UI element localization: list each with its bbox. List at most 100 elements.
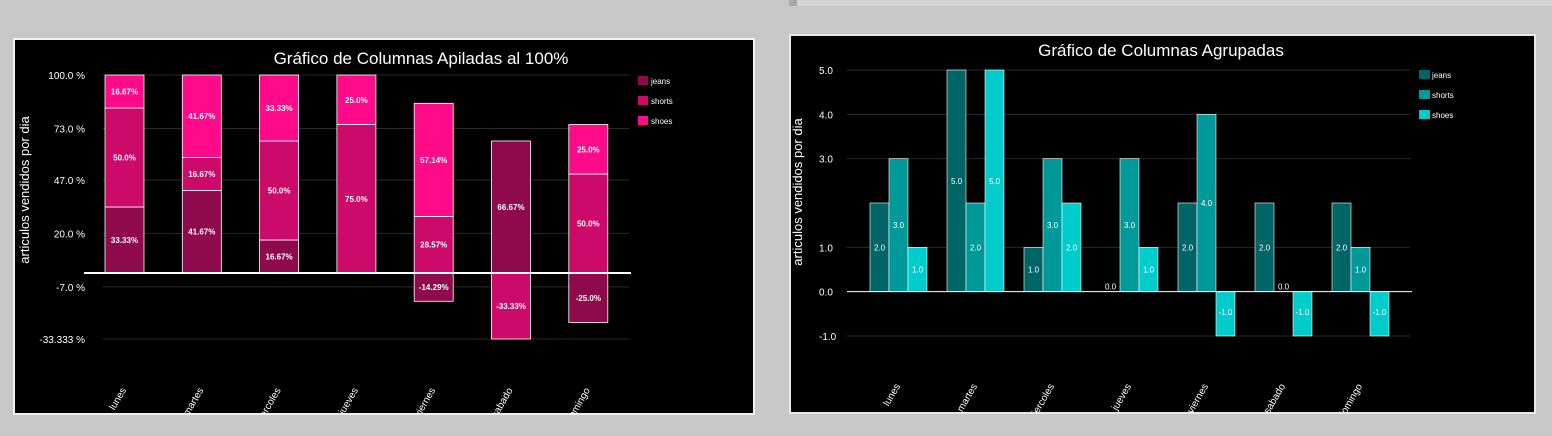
data-label: 3.0 — [893, 221, 905, 230]
stacked-chart: Gráfico de Columnas Apiladas al 100% art… — [17, 49, 673, 413]
data-label: 3.0 — [1124, 221, 1136, 230]
legend-swatch-shorts — [1419, 90, 1430, 99]
data-label: 1.0 — [1143, 266, 1155, 275]
top-strip — [789, 0, 1552, 6]
data-label: 2.0 — [1182, 243, 1194, 252]
data-label: 66.67% — [497, 203, 524, 212]
legend-label-shoes: shoes — [1432, 111, 1453, 120]
bar-shorts-sabado — [491, 272, 531, 340]
data-label: -1.0 — [1219, 308, 1233, 317]
y-tick-label: 20.0 % — [54, 229, 85, 240]
y-axis-label: articulos vendidos por dia — [791, 118, 805, 266]
y-tick-label: 3.0 — [819, 155, 833, 166]
data-label: 2.0 — [970, 243, 982, 252]
legend-label-shorts: shorts — [1432, 91, 1454, 100]
legend-label-shoes: shoes — [651, 117, 672, 126]
data-label: 50.0% — [268, 186, 291, 195]
y-tick-label: 100.0 % — [48, 71, 85, 82]
y-tick-label: 1.0 — [819, 243, 833, 254]
data-label: -14.29% — [419, 283, 449, 292]
legend-swatch-jeans — [638, 76, 648, 85]
data-label: 2.0 — [1336, 243, 1348, 252]
data-label: -1.0 — [1296, 308, 1310, 317]
data-label: 2.0 — [1066, 243, 1078, 252]
data-label: 41.67% — [188, 228, 215, 237]
bar-shoes-viernes — [413, 102, 454, 217]
bar-jeans-miercoles — [259, 239, 300, 274]
data-label: 4.0 — [1201, 199, 1213, 208]
y-tick-label: 47.0 % — [54, 176, 85, 187]
data-label: 57.14% — [420, 156, 447, 165]
legend-swatch-jeans — [1419, 70, 1430, 79]
legend-label-shorts: shorts — [651, 97, 673, 106]
data-label: 25.0% — [345, 96, 368, 105]
data-label: 16.67% — [111, 88, 138, 97]
data-label: 16.67% — [266, 252, 293, 261]
x-tick-label: martes — [955, 382, 980, 412]
legend-label-jeans: jeans — [650, 77, 670, 86]
chart-title: Gráfico de Columnas Agrupadas — [1038, 41, 1284, 60]
data-label: 1.0 — [1028, 266, 1040, 275]
x-tick-label: sabado — [1262, 382, 1288, 412]
bar-shoes-domingo — [568, 124, 609, 175]
bar-jeans-sabado — [491, 140, 531, 274]
bar-shorts-viernes — [413, 216, 454, 274]
data-label: 41.67% — [188, 112, 215, 121]
y-tick-label: -33.333 % — [39, 335, 85, 346]
data-label: 50.0% — [113, 154, 136, 163]
data-label: 1.0 — [912, 266, 924, 275]
x-tick-label: sabado — [490, 386, 516, 413]
bar-shorts-jueves — [336, 124, 377, 274]
data-label: 28.57% — [420, 241, 447, 250]
data-label: 0.0 — [1278, 283, 1290, 292]
x-tick-label: viernes — [413, 386, 439, 413]
stacked-chart-panel: Gráfico de Columnas Apiladas al 100% art… — [13, 38, 755, 415]
data-label: 50.0% — [577, 220, 600, 229]
x-tick-label: jueves — [337, 386, 361, 413]
y-tick-label: 73.0 % — [54, 124, 85, 135]
legend-swatch-shoes — [1419, 110, 1430, 119]
x-tick-label: domingo — [1336, 382, 1365, 412]
x-tick-label: domingo — [564, 386, 593, 413]
legend-label-jeans: jeans — [1431, 71, 1451, 80]
data-label: 1.0 — [1355, 266, 1367, 275]
x-tick-label: lunes — [108, 386, 129, 412]
bar-shoes-martes — [181, 74, 222, 158]
bar-jeans-domingo — [568, 272, 609, 323]
grouped-chart: Gráfico de Columnas Agrupadas articulos … — [791, 41, 1454, 412]
legend-swatch-shorts — [638, 96, 648, 105]
data-label: -33.33% — [496, 302, 526, 311]
y-tick-label: -1.0 — [819, 332, 837, 343]
data-label: 2.0 — [874, 243, 886, 252]
data-label: 0.0 — [1105, 283, 1117, 292]
x-tick-label: viernes — [1185, 382, 1211, 412]
x-tick-label: miercoles — [1026, 382, 1057, 412]
data-label: -25.0% — [576, 294, 601, 303]
y-tick-label: 4.0 — [819, 110, 833, 121]
bar-shoes-lunes — [104, 74, 145, 109]
y-axis-label: articulos vendidos por dia — [17, 116, 32, 264]
data-label: 16.67% — [188, 170, 215, 179]
chart-title: Gráfico de Columnas Apiladas al 100% — [274, 49, 569, 68]
bar-shorts-miercoles — [259, 140, 300, 241]
data-label: -1.0 — [1373, 308, 1387, 317]
bar-shorts-martes — [181, 157, 222, 191]
data-label: 75.0% — [345, 195, 368, 204]
data-label: 5.0 — [989, 177, 1001, 186]
bar-shoes-jueves — [336, 74, 377, 125]
data-label: 33.33% — [266, 104, 293, 113]
y-tick-label: 0.0 — [819, 288, 833, 299]
y-tick-label: -7.0 % — [56, 283, 85, 294]
grouped-chart-panel: Gráfico de Columnas Agrupadas articulos … — [789, 34, 1536, 414]
x-tick-label: martes — [182, 386, 207, 413]
data-label: 25.0% — [577, 145, 600, 154]
data-label: 2.0 — [1259, 243, 1271, 252]
y-tick-label: 5.0 — [819, 66, 833, 77]
legend-swatch-shoes — [638, 116, 648, 125]
top-strip-corner — [789, 0, 797, 6]
x-tick-label: lunes — [882, 382, 903, 408]
data-label: 33.33% — [111, 236, 138, 245]
bar-shoes-miercoles — [259, 74, 300, 142]
data-label: 5.0 — [951, 177, 963, 186]
bar-shorts-lunes — [104, 107, 145, 208]
